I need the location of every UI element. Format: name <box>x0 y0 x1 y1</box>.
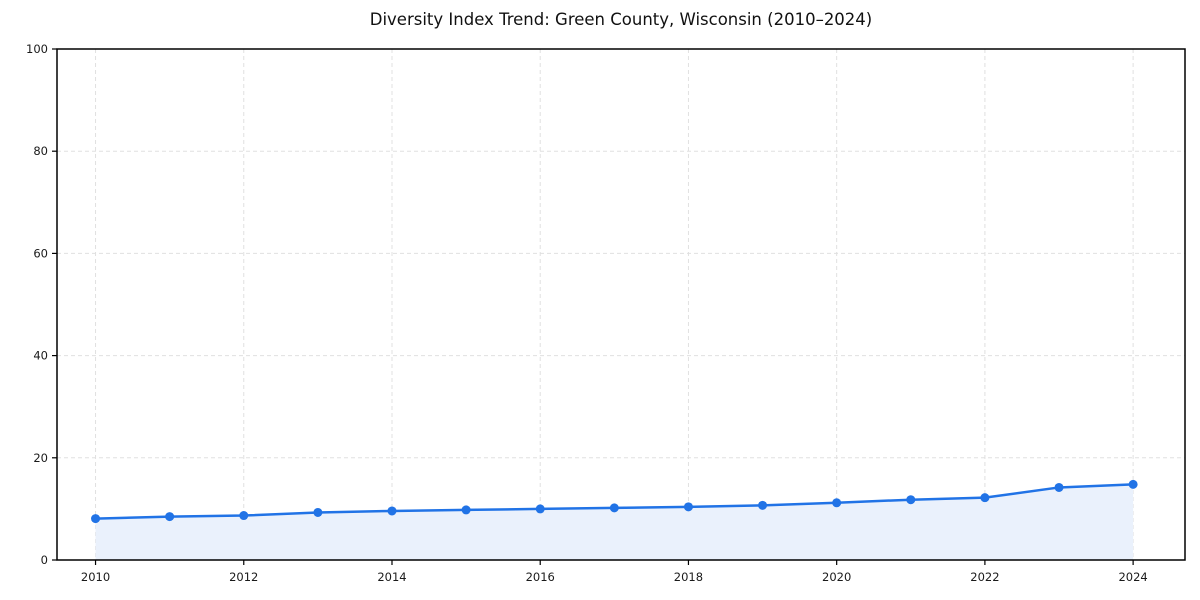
x-tick-label: 2020 <box>822 570 851 584</box>
y-tick-label: 0 <box>41 553 48 567</box>
x-tick-label: 2012 <box>229 570 258 584</box>
data-point-marker <box>832 498 842 508</box>
x-tick-label: 2010 <box>81 570 110 584</box>
x-tick-label: 2024 <box>1118 570 1147 584</box>
data-point-marker <box>461 505 471 515</box>
y-tick-label: 100 <box>26 42 48 56</box>
plot-border <box>56 48 1186 561</box>
data-point-marker <box>165 512 175 522</box>
x-tick-label: 2018 <box>674 570 703 584</box>
y-tick-label: 20 <box>33 451 48 465</box>
y-tick-label: 80 <box>33 144 48 158</box>
data-point-marker <box>313 507 323 517</box>
data-point-marker <box>906 495 916 505</box>
y-tick-label: 40 <box>33 349 48 363</box>
data-point-marker <box>758 500 768 510</box>
data-point-marker <box>1054 482 1064 492</box>
data-point-marker <box>239 511 249 521</box>
x-tick-label: 2014 <box>377 570 406 584</box>
chart-title: Diversity Index Trend: Green County, Wis… <box>369 10 873 29</box>
data-point-marker <box>387 506 397 516</box>
x-tick-label: 2022 <box>970 570 999 584</box>
data-point-marker <box>91 514 101 524</box>
x-tick-label: 2016 <box>526 570 555 584</box>
data-point-marker <box>1128 479 1138 489</box>
y-tick-label: 60 <box>33 246 48 260</box>
series-area-fill <box>95 484 1134 560</box>
data-point-marker <box>980 493 990 503</box>
data-point-marker <box>683 502 693 512</box>
data-point-marker <box>609 503 619 513</box>
data-point-marker <box>535 504 545 514</box>
